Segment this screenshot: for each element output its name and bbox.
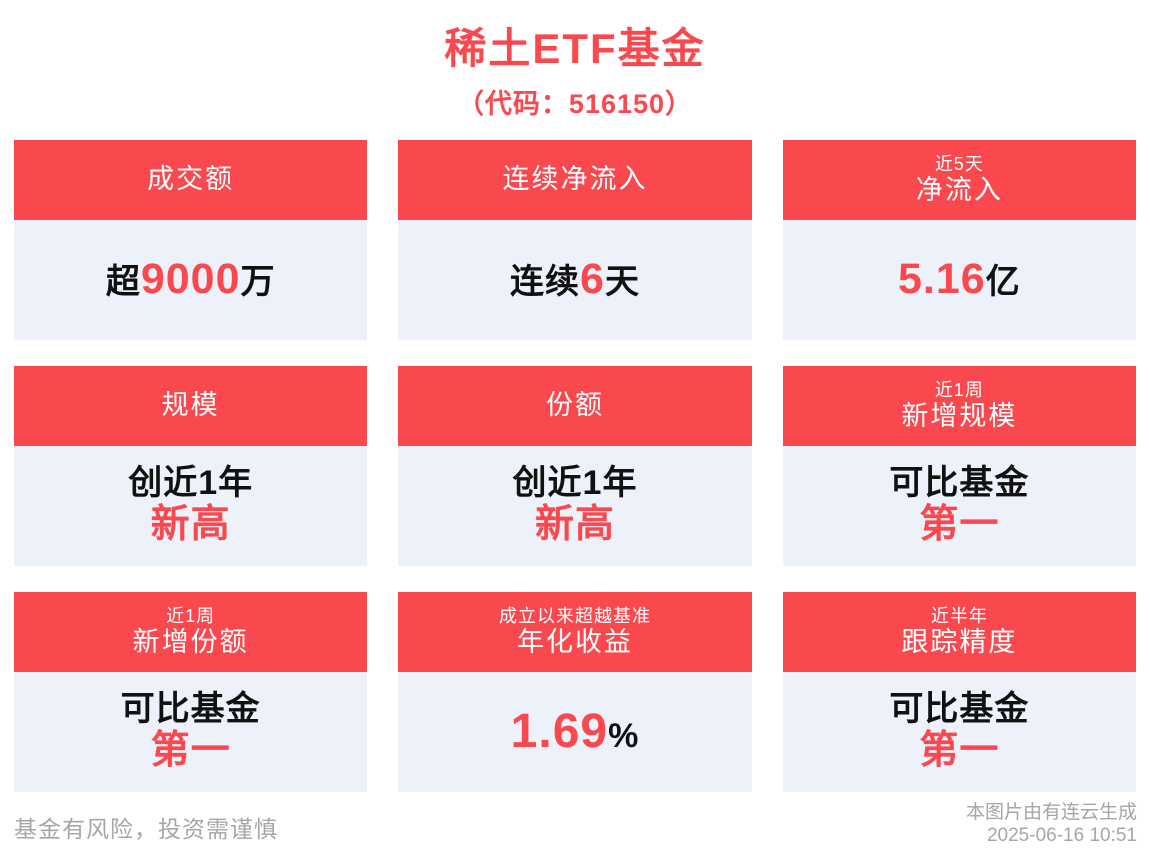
card-value-line: 5.16 亿: [898, 255, 1021, 304]
card-value-line: 可比基金: [889, 690, 1029, 729]
card-value-line: 创近1年: [128, 464, 253, 503]
card-value-segment: 第一: [150, 729, 231, 773]
card-value-segment: 1.69: [510, 705, 609, 759]
card-value-line: 创近1年: [513, 464, 638, 503]
card-body-net-inflow-streak: 连续 6 天: [398, 220, 752, 340]
card-value-segment: 创近1年: [512, 464, 638, 503]
card-header-line: 连续净流入: [502, 164, 648, 195]
card-header-line: 成立以来超越基准: [498, 606, 651, 627]
card-value-line: 1.69%: [511, 704, 640, 759]
card-header-line: 近1周: [934, 380, 984, 401]
stat-card-annualized-excess-return: 成立以来超越基准 年化收益 1.69%: [398, 592, 752, 792]
card-value-segment: 可比基金: [889, 464, 1030, 503]
card-body-scale: 创近1年 新高: [14, 446, 368, 566]
card-header-new-shares-1w: 近1周 新增份额: [14, 592, 368, 672]
stat-card-shares: 份额创近1年 新高: [398, 366, 752, 566]
card-header-line: 成交额: [147, 164, 235, 195]
card-header-new-scale-1w: 近1周 新增规模: [782, 366, 1136, 446]
page-title: 稀土ETF基金: [444, 25, 706, 72]
card-header-line: 新增份额: [132, 626, 249, 657]
card-header-net-inflow-streak: 连续净流入: [398, 140, 752, 220]
card-header-line: 新增规模: [901, 400, 1018, 431]
card-body-new-shares-1w: 可比基金 第一: [14, 672, 368, 792]
card-value-segment: 可比基金: [120, 690, 261, 729]
card-value-line: 第一: [151, 729, 231, 774]
card-header-line: 近5天: [934, 154, 984, 175]
generated-timestamp: 2025-06-16 10:51: [986, 824, 1137, 846]
stat-card-tracking-precision-6m: 近半年 跟踪精度 可比基金 第一: [782, 592, 1136, 792]
card-header-scale: 规模: [14, 366, 368, 446]
card-header-turnover: 成交额: [14, 140, 368, 220]
stat-card-turnover: 成交额超 9000 万: [14, 140, 368, 340]
card-value-segment: 万: [240, 263, 276, 302]
card-value-segment: 5.16: [897, 255, 986, 304]
card-value-segment: 第一: [919, 503, 1000, 547]
card-value-segment: 创近1年: [128, 464, 254, 503]
card-value-segment: 新高: [150, 503, 231, 547]
stat-card-new-scale-1w: 近1周 新增规模 可比基金 第一: [782, 366, 1136, 566]
card-value-line: 可比基金: [121, 690, 261, 729]
card-value-segment: %: [608, 717, 640, 756]
card-value-segment: 9000: [140, 255, 241, 304]
card-value-segment: 连续: [510, 263, 581, 302]
title-block: 稀土ETF基金 （代码：516150）: [0, 24, 1150, 121]
card-header-line: 近半年: [930, 606, 988, 627]
card-value-segment: 6: [580, 255, 605, 304]
card-header-tracking-precision-6m: 近半年 跟踪精度: [782, 592, 1136, 672]
card-value-line: 新高: [151, 503, 231, 548]
card-value-line: 第一: [919, 729, 999, 774]
card-value-segment: 超: [105, 263, 141, 302]
card-body-new-scale-1w: 可比基金 第一: [782, 446, 1136, 566]
card-value-segment: 天: [604, 263, 640, 302]
card-value-segment: 亿: [985, 263, 1021, 302]
stat-card-net-inflow-5d: 近5天 净流入 5.16 亿: [782, 140, 1136, 340]
stat-card-net-inflow-streak: 连续净流入连续 6 天: [398, 140, 752, 340]
card-header-line: 份额: [545, 390, 604, 421]
card-header-line: 净流入: [915, 174, 1003, 205]
generator-credit: 本图片由有连云生成 2025-06-16 10:51: [966, 801, 1137, 847]
card-value-line: 第一: [919, 503, 999, 548]
card-value-segment: 新高: [534, 503, 615, 547]
card-value-line: 连续 6 天: [510, 255, 640, 304]
card-value-line: 可比基金: [889, 464, 1029, 503]
card-value-line: 新高: [535, 503, 615, 548]
card-header-line: 近1周: [166, 606, 216, 627]
card-header-line: 年化收益: [516, 626, 633, 657]
risk-disclaimer: 基金有风险，投资需谨慎: [14, 816, 278, 842]
fund-code-subtitle: （代码：516150）: [456, 89, 694, 120]
card-header-line: 跟踪精度: [901, 626, 1018, 657]
card-value-segment: 可比基金: [889, 690, 1030, 729]
card-header-line: 规模: [161, 390, 220, 421]
card-value-line: 超 9000 万: [106, 255, 276, 304]
card-header-annualized-excess-return: 成立以来超越基准 年化收益: [398, 592, 752, 672]
card-body-tracking-precision-6m: 可比基金 第一: [782, 672, 1136, 792]
card-header-net-inflow-5d: 近5天 净流入: [782, 140, 1136, 220]
generator-text: 本图片由有连云生成: [965, 801, 1137, 823]
card-value-segment: 第一: [919, 729, 1000, 773]
card-header-shares: 份额: [398, 366, 752, 446]
card-body-shares: 创近1年 新高: [398, 446, 752, 566]
card-body-annualized-excess-return: 1.69%: [398, 672, 752, 792]
cards-grid: 成交额超 9000 万连续净流入 连续 6 天近5天 净流入 5.16 亿规模 创近1年 新高 份额创…: [14, 140, 1136, 792]
card-body-net-inflow-5d: 5.16 亿: [782, 220, 1136, 340]
stat-card-scale: 规模创近1年 新高: [14, 366, 368, 566]
card-body-turnover: 超 9000 万: [14, 220, 368, 340]
stat-card-new-shares-1w: 近1周 新增份额 可比基金 第一: [14, 592, 368, 792]
